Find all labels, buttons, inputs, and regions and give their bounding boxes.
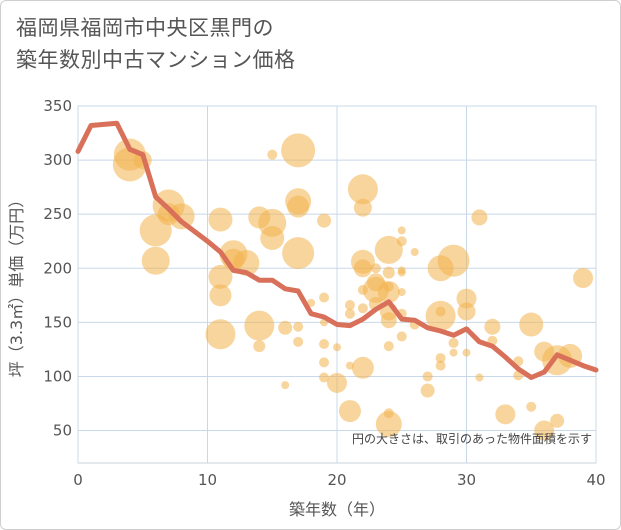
- x-tick-label: 0: [73, 471, 83, 489]
- bubble: [422, 371, 433, 382]
- bubble: [319, 292, 330, 303]
- bubble: [139, 214, 172, 247]
- bubble: [319, 339, 330, 349]
- bubble: [282, 237, 315, 270]
- x-tick-label: 20: [327, 471, 346, 489]
- bubble: [397, 268, 406, 277]
- bubble: [317, 213, 332, 228]
- bubble: [208, 207, 233, 232]
- bubble: [471, 209, 488, 226]
- bubble-size-note: 円の大きさは、取引のあった物件面積を示す: [352, 431, 592, 446]
- y-tick-label: 300: [43, 151, 72, 169]
- bubble: [435, 353, 446, 364]
- y-tick-label: 50: [53, 422, 72, 440]
- chart-title: 福岡県福岡市中央区黒門の 築年数別中古マンション価格: [16, 12, 296, 76]
- chart-title-line1: 福岡県福岡市中央区黒門の: [16, 16, 274, 40]
- bubble: [462, 348, 471, 357]
- bubble: [205, 319, 236, 350]
- bubble: [278, 320, 293, 335]
- bubble: [396, 331, 407, 342]
- chart-grid: [77, 105, 597, 464]
- bubble: [293, 321, 304, 332]
- bubble: [267, 149, 278, 160]
- x-axis-label: 築年数（年）: [289, 500, 385, 519]
- bubble: [449, 348, 458, 357]
- y-tick-label: 200: [43, 259, 72, 277]
- bubble: [141, 246, 170, 275]
- bubble: [253, 340, 266, 353]
- tick-labels: 0 10 20 30 40 50 100 150 200 250 300 350: [43, 97, 605, 489]
- bubble: [456, 288, 477, 309]
- trend-line-layer: [75, 120, 599, 380]
- bubble: [435, 360, 446, 371]
- bubble: [244, 310, 275, 341]
- bubble: [380, 312, 397, 329]
- bubble: [374, 235, 403, 264]
- bubble: [351, 356, 374, 379]
- trend-line: [75, 120, 599, 380]
- bubble: [209, 284, 232, 307]
- bubble: [327, 372, 347, 393]
- y-axis-label: 坪（3.3㎡）単価（万円）: [7, 192, 26, 377]
- bubble: [448, 337, 459, 348]
- bubble: [208, 264, 233, 289]
- bubble-layer: [112, 133, 594, 441]
- bubble: [526, 401, 537, 412]
- y-tick-label: 100: [43, 367, 72, 385]
- x-tick-label: 40: [586, 471, 605, 489]
- y-tick-label: 150: [43, 313, 72, 331]
- bubble: [457, 302, 476, 321]
- x-tick-label: 30: [457, 471, 476, 489]
- bubble: [519, 312, 544, 337]
- bubble: [307, 298, 316, 307]
- bubble: [338, 400, 361, 423]
- bubble: [375, 411, 402, 438]
- bubble: [287, 195, 310, 218]
- bubble: [353, 198, 372, 217]
- bubble: [425, 300, 456, 331]
- bubble: [475, 373, 484, 382]
- bubble: [397, 288, 406, 297]
- chart-title-line2: 築年数別中古マンション価格: [16, 48, 296, 72]
- bubble: [168, 203, 195, 230]
- bubble: [410, 248, 419, 257]
- bubble: [260, 225, 285, 250]
- bubble: [573, 268, 594, 289]
- y-tick-label: 250: [43, 205, 72, 223]
- x-tick-label: 10: [198, 471, 217, 489]
- bubble: [344, 300, 355, 311]
- bubble: [550, 413, 565, 428]
- bubble: [495, 404, 516, 425]
- bubble: [281, 133, 316, 168]
- bubble: [377, 281, 400, 304]
- bubble: [347, 174, 378, 205]
- bubble: [319, 372, 330, 383]
- bubble: [353, 259, 372, 278]
- y-tick-label: 350: [43, 97, 72, 115]
- bubble: [319, 357, 330, 368]
- bubble: [437, 244, 470, 277]
- bubble: [396, 236, 407, 247]
- bubble: [382, 266, 395, 279]
- bubble: [484, 318, 501, 335]
- bubble: [534, 420, 555, 441]
- bubble: [293, 336, 304, 347]
- bubble: [344, 308, 355, 319]
- bubble: [281, 381, 290, 390]
- bubble: [370, 263, 381, 274]
- bubble: [357, 303, 368, 314]
- bubble: [383, 341, 394, 352]
- bubble: [420, 383, 435, 398]
- bubble: [333, 343, 341, 352]
- bubble: [397, 226, 406, 235]
